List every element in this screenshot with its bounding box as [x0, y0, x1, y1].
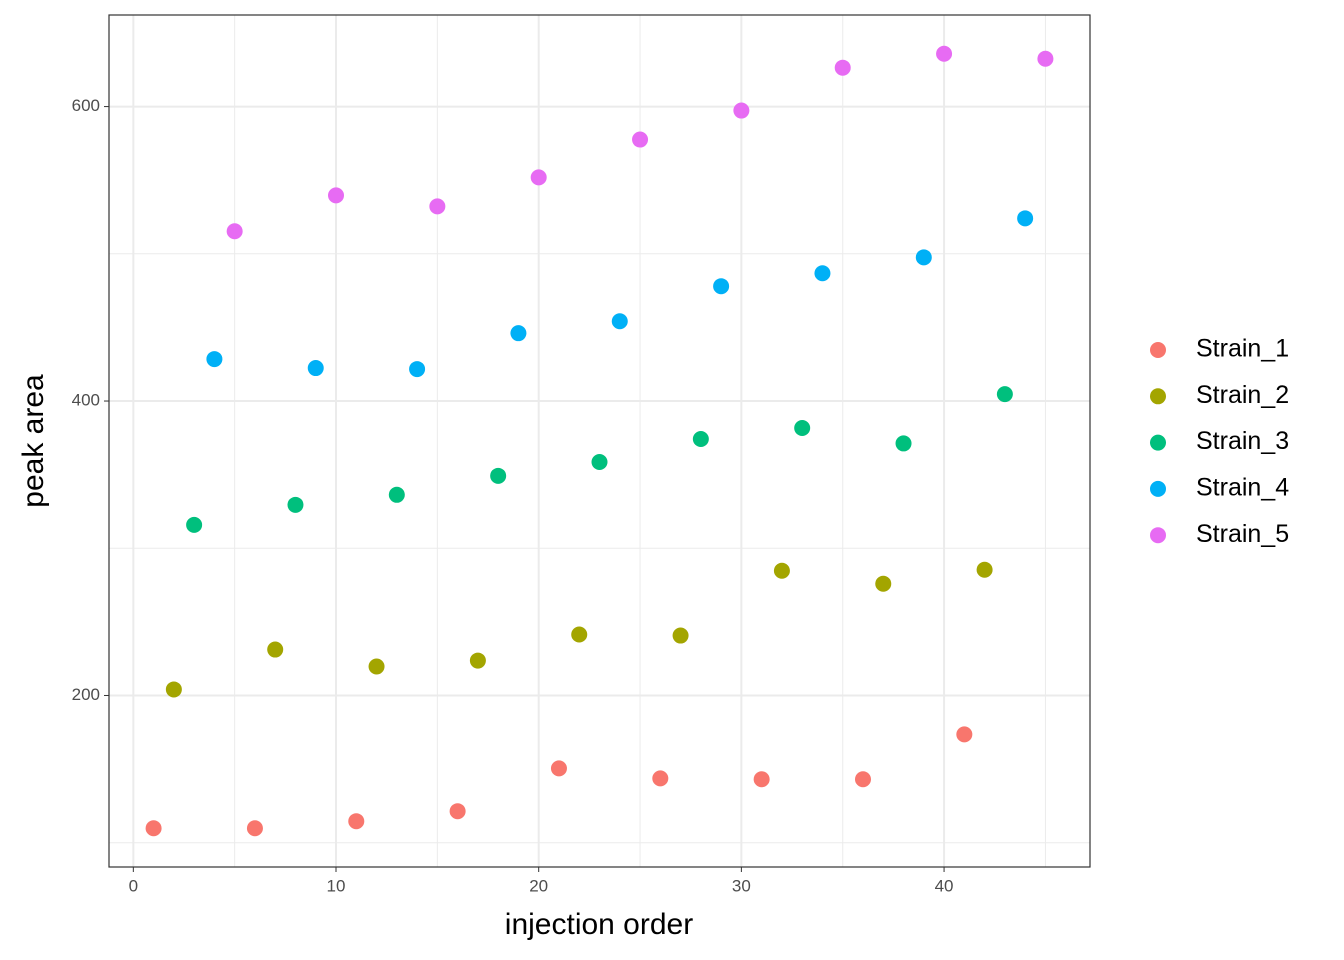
point: [571, 626, 588, 643]
point: [591, 453, 608, 470]
point: [348, 813, 365, 830]
point: [267, 641, 284, 658]
point: [530, 169, 547, 186]
legend-label: Strain_4: [1196, 474, 1289, 502]
y-tick-label: 200: [72, 685, 100, 704]
point: [246, 820, 263, 837]
point: [976, 561, 993, 578]
point: [895, 435, 912, 452]
legend-label: Strain_3: [1196, 427, 1289, 455]
point: [672, 627, 689, 644]
point: [773, 562, 790, 579]
point: [550, 760, 567, 777]
x-tick-label: 20: [529, 876, 548, 895]
point: [733, 102, 750, 119]
point: [632, 131, 649, 148]
point: [652, 770, 669, 787]
legend-swatch: [1150, 388, 1166, 405]
point: [429, 198, 446, 215]
point: [996, 386, 1013, 403]
point: [307, 360, 324, 377]
x-axis-title: injection order: [505, 908, 693, 941]
point: [814, 265, 831, 282]
legend-swatch: [1150, 527, 1166, 544]
legend-label: Strain_2: [1196, 381, 1289, 409]
legend-swatch: [1150, 480, 1166, 497]
point: [956, 726, 973, 743]
point: [611, 313, 628, 330]
point: [186, 516, 203, 533]
point: [713, 278, 730, 295]
point: [226, 223, 243, 240]
point: [692, 431, 709, 448]
x-tick-label: 0: [129, 876, 138, 895]
point: [409, 361, 426, 378]
point: [1037, 50, 1054, 67]
x-tick-label: 10: [327, 876, 346, 895]
x-tick-label: 30: [732, 876, 751, 895]
point: [145, 820, 162, 837]
point: [510, 325, 527, 342]
point: [834, 59, 851, 76]
legend-label: Strain_5: [1196, 520, 1289, 548]
point: [875, 575, 892, 592]
point: [753, 771, 770, 788]
panel-border: [108, 14, 1091, 868]
x-tick-label: 40: [935, 876, 954, 895]
legend-swatch: [1150, 434, 1166, 451]
point: [469, 652, 486, 669]
legend-label: Strain_1: [1196, 335, 1289, 363]
point: [388, 486, 405, 503]
point: [490, 467, 507, 484]
point: [287, 496, 304, 513]
point: [206, 351, 223, 368]
y-tick-label: 600: [72, 96, 100, 115]
legend-swatch: [1150, 342, 1166, 358]
point: [449, 803, 466, 820]
y-tick-label: 400: [72, 391, 100, 410]
point: [854, 771, 871, 788]
point: [165, 681, 182, 698]
point: [328, 187, 345, 204]
y-axis-title: peak area: [17, 374, 50, 508]
point: [1017, 210, 1034, 227]
point: [368, 658, 385, 675]
point: [936, 45, 953, 62]
point: [794, 419, 811, 436]
point: [915, 249, 932, 266]
